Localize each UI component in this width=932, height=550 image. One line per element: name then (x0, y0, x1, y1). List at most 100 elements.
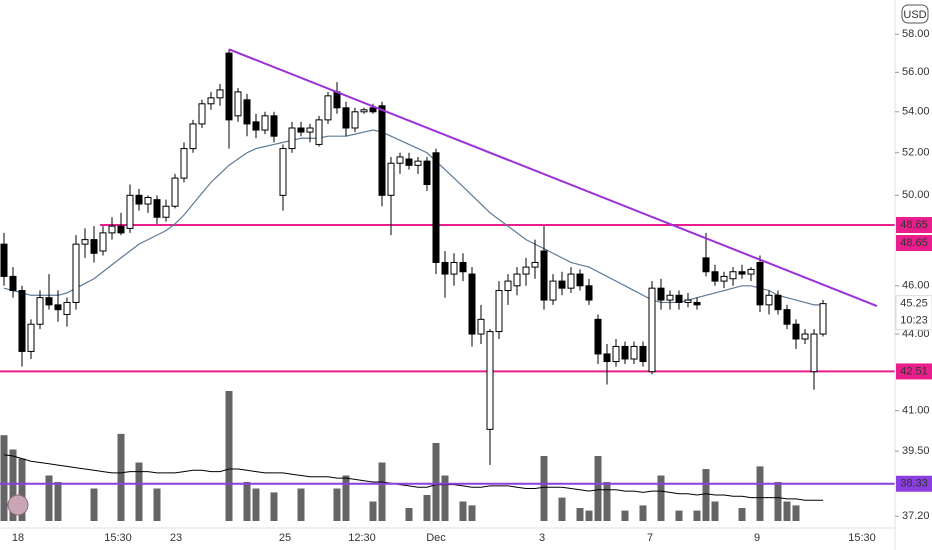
candle-body (315, 119, 323, 145)
x-tick-label: 9 (754, 532, 760, 544)
volume-bar (567, 505, 575, 521)
candle-body (675, 294, 683, 303)
candle-body (351, 111, 359, 129)
volume-bar (189, 453, 197, 521)
volume-bar (738, 508, 746, 521)
candle-body (396, 156, 404, 164)
volume-bar (468, 505, 476, 521)
volume-bar (423, 495, 431, 521)
volume-bar (648, 449, 656, 521)
volume-bar (765, 495, 773, 521)
candle-body (18, 290, 26, 352)
candle-body (261, 115, 269, 131)
volume-bar (576, 508, 584, 521)
level-badge-label: 48.65 (900, 219, 928, 231)
y-tick-label: 52.00 (902, 147, 930, 159)
y-tick-label: 44.00 (902, 328, 930, 340)
countdown: 10:23 (900, 315, 928, 327)
volume-bar (639, 505, 647, 521)
candle-body (702, 257, 710, 273)
candle-body (0, 243, 8, 277)
candle-body (279, 148, 287, 196)
volume-bar (558, 497, 566, 521)
volume-bar (216, 466, 224, 521)
candle-body (765, 294, 773, 306)
x-tick-label: 23 (170, 532, 182, 544)
volume-bar (288, 469, 296, 521)
volume-bar (279, 436, 287, 521)
candle-body (360, 109, 368, 113)
y-tick-label: 39.50 (902, 445, 930, 457)
volume-bar (54, 482, 62, 521)
candle-body (414, 160, 422, 166)
x-tick-label: 12:30 (348, 532, 376, 544)
y-tick-label: 54.00 (902, 106, 930, 118)
volume-bar (396, 505, 404, 521)
volume-bar (666, 508, 674, 521)
candle-body (729, 271, 737, 280)
volume-bar (351, 495, 359, 521)
candle-body (99, 232, 107, 252)
candle-body (9, 275, 17, 292)
volume-bar (720, 508, 728, 521)
volume-bar (450, 488, 458, 521)
candle-body (621, 345, 629, 360)
volume-bar (225, 391, 233, 521)
x-tick-label: Dec (426, 532, 446, 544)
candle-body (180, 148, 188, 179)
volume-bar (36, 466, 44, 521)
candle-body (423, 160, 431, 186)
candle-body (387, 162, 395, 196)
candle-body (306, 127, 314, 133)
candle-body (342, 107, 350, 129)
level-badge-label: 42.51 (900, 365, 928, 377)
candle-body (504, 280, 512, 292)
volume-bar (27, 469, 35, 521)
volume-bar (441, 475, 449, 521)
volume-bar (117, 433, 125, 521)
volume-bar (297, 488, 305, 521)
volume-bar (594, 456, 602, 521)
candle-body (108, 225, 116, 234)
volume-bar (0, 435, 8, 521)
volume-bar (387, 495, 395, 521)
candle-body (270, 115, 278, 137)
candle-body (369, 107, 377, 113)
volume-bar (432, 443, 440, 521)
volume-bar (603, 482, 611, 521)
candle-body (36, 297, 44, 325)
candle-body (135, 194, 143, 205)
volume-bar (171, 453, 179, 521)
volume-bar (459, 501, 467, 521)
volume-bar (324, 482, 332, 521)
volume-bar (504, 497, 512, 521)
candle-body (585, 285, 593, 301)
volume-bar (585, 510, 593, 521)
volume-bar (684, 508, 692, 521)
candle-body (45, 297, 53, 306)
candle-body (558, 280, 566, 289)
candle-body (162, 205, 170, 218)
volume-bar (747, 510, 755, 521)
y-tick-label: 56.00 (902, 66, 930, 78)
volume-bar (369, 501, 377, 521)
volume-bar (342, 475, 350, 521)
volume-bar (774, 482, 782, 521)
volume-bar (90, 488, 98, 521)
level-badge (896, 475, 932, 492)
volume-bar (756, 466, 764, 521)
level-badge-label: 48.65 (900, 237, 928, 249)
volume-bar (693, 510, 701, 521)
candle-body (783, 309, 791, 325)
candle-body (27, 323, 35, 352)
volume-bar (108, 495, 116, 521)
volume-bar (783, 501, 791, 521)
volume-bar (657, 475, 665, 521)
x-tick-label: 15:30 (104, 532, 132, 544)
candle-body (756, 261, 764, 306)
candle-body (324, 95, 332, 121)
candle-body (225, 52, 233, 121)
volume-bar (333, 488, 341, 521)
candle-body (468, 273, 476, 335)
volume-bar (819, 508, 827, 521)
